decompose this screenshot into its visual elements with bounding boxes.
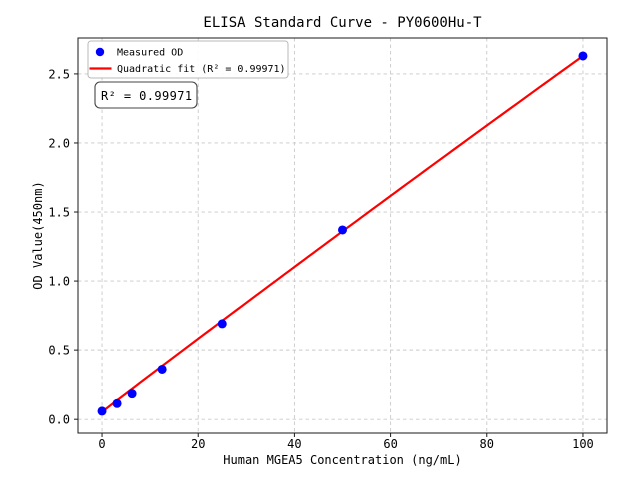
y-tick-label: 2.0 (48, 136, 70, 150)
data-point (217, 319, 227, 329)
plot-border (77, 37, 608, 434)
legend-label-measured-od: Measured OD (117, 48, 183, 59)
x-tick-label: 60 (383, 437, 397, 451)
y-tick-label: 2.5 (48, 67, 70, 81)
series-layer (97, 51, 588, 416)
axis-ticks (74, 73, 584, 437)
y-axis-label: OD Value(450nm) (31, 181, 45, 289)
r-squared-box (94, 81, 198, 109)
data-point (112, 398, 122, 408)
r-squared-annotation: R² = 0.99971 (94, 81, 198, 109)
data-point (127, 389, 137, 399)
x-tick-label: 40 (287, 437, 301, 451)
gridlines (78, 38, 607, 433)
legend-scatter-marker-icon (95, 47, 105, 57)
data-point (157, 364, 167, 374)
x-tick-label: 100 (572, 437, 594, 451)
x-axis-label: Human MGEA5 Concentration (ng/mL) (223, 453, 461, 467)
legend-label-quadratic-fit: Quadratic fit (R² = 0.99971) (117, 64, 286, 75)
data-point (338, 225, 347, 235)
y-tick-label: 1.5 (48, 206, 70, 220)
y-tick-label: 0.0 (48, 413, 70, 427)
y-tick-label: 0.5 (48, 344, 70, 358)
x-tick-label: 0 (98, 437, 105, 451)
data-point (578, 51, 588, 61)
y-tick-label: 1.0 (48, 275, 70, 289)
chart-title: ELISA Standard Curve - PY0600Hu-T (203, 15, 482, 31)
tick-labels: 0 20 40 60 80 100 0.0 0.5 1.0 1.5 2.0 2.5 (48, 67, 593, 451)
legend-box (87, 40, 289, 79)
data-point (97, 406, 107, 416)
legend: Measured OD Quadratic fit (R² = 0.99971) (87, 40, 289, 79)
x-tick-label: 20 (191, 437, 205, 451)
r-squared-text: R² = 0.99971 (101, 89, 193, 103)
x-tick-label: 80 (480, 437, 494, 451)
